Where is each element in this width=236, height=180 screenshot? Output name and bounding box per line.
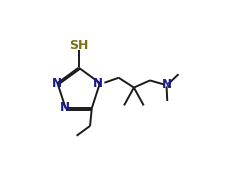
Text: N: N	[93, 77, 103, 90]
Text: N: N	[162, 78, 172, 91]
Text: N: N	[60, 101, 70, 114]
Text: SH: SH	[70, 39, 89, 52]
Text: N: N	[52, 77, 62, 90]
